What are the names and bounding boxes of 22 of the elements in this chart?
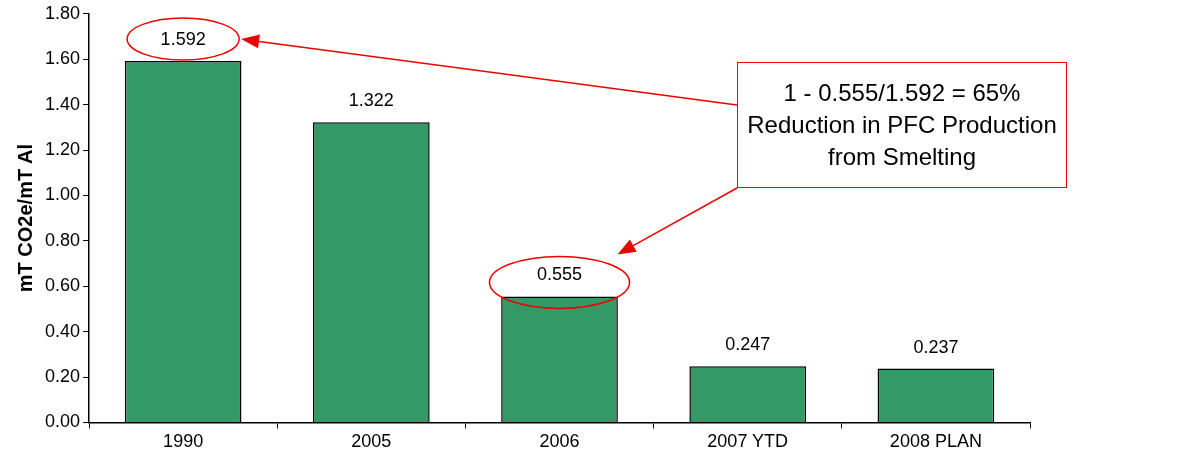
data-label: 0.555 [536,264,583,285]
x-tick-label: 2008 PLAN [889,431,982,452]
x-tick-label: 2007 YTD [707,431,789,452]
data-label: 1.592 [160,28,206,49]
y-tick-label: 1.00 [44,184,81,205]
y-tick-label: 0.60 [44,275,81,296]
x-tick-label: 1990 [163,431,204,452]
y-tick-label: 0.20 [44,365,81,386]
y-tick-label: 0.40 [44,320,81,341]
data-label: 0.237 [913,336,959,357]
x-tick-label: 2005 [351,431,392,452]
data-label: 1.322 [348,90,394,111]
y-tick-label: 1.20 [44,138,81,159]
y-tick-label: 1.60 [44,48,81,69]
y-tick-label: 1.80 [44,2,81,23]
y-tick-label: 1.40 [44,93,81,114]
data-label: 0.247 [725,334,771,355]
y-tick-label: 0.80 [44,229,81,250]
y-tick-label: 0.00 [44,411,81,432]
annotation: 1 - 0.555/1.592 = 65% Reduction in PFC Production from Smelting [737,62,1067,188]
y-axis-title: mT CO2e/mT Al [13,144,36,293]
x-tick-label: 2006 [539,431,580,452]
